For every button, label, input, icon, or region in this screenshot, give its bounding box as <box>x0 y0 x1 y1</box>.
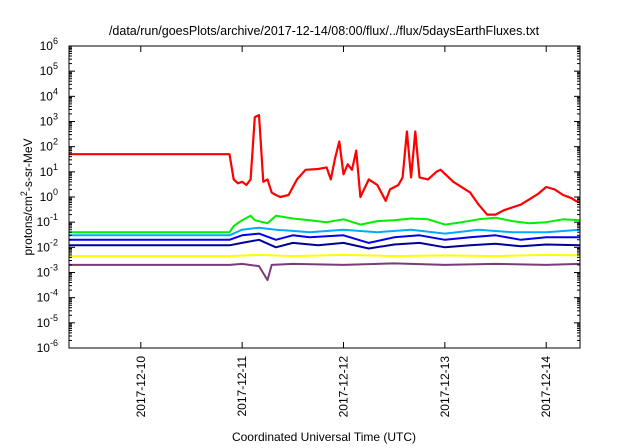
y-tick-exponent: 6 <box>53 36 58 46</box>
x-axis: 2017-12-10 2017-12-11 2017-12-12 2017-12-13… <box>134 46 553 417</box>
y-tick-exponent: 5 <box>53 61 58 71</box>
y-tick-exponent: -2 <box>50 237 58 247</box>
y-tick-base: 10 <box>40 89 54 103</box>
y-tick-label: 10-1 <box>37 212 58 229</box>
y-tick-label: 100 <box>40 187 58 204</box>
x-tick-label: 2017-12-12 <box>337 356 351 418</box>
y-tick-base: 10 <box>37 316 51 330</box>
series-line-3 <box>69 232 580 244</box>
y-tick-base: 10 <box>37 266 51 280</box>
x-tick-label: 2017-12-13 <box>438 356 452 418</box>
y-axis-label-main: protons/cm <box>21 196 35 255</box>
y-tick-label: 103 <box>40 112 58 129</box>
y-tick-label: 10-5 <box>37 313 58 330</box>
y-tick-label: 106 <box>40 36 58 53</box>
x-tick-label: 2017-12-10 <box>134 356 148 418</box>
y-tick-exponent: -3 <box>50 263 58 273</box>
y-tick-exponent: -4 <box>50 288 58 298</box>
y-tick-base: 10 <box>37 291 51 305</box>
y-tick-base: 10 <box>37 215 51 229</box>
series-line-1 <box>69 214 581 234</box>
y-axis: 10-610-510-410-310-210-11001011021031041… <box>37 36 580 355</box>
series-line-4 <box>69 238 581 250</box>
y-tick-exponent: -6 <box>50 338 58 348</box>
y-axis-label-rest: -s-sr-MeV <box>21 138 35 191</box>
series-line-0 <box>69 114 581 216</box>
y-tick-exponent: 4 <box>53 86 58 96</box>
y-tick-base: 10 <box>37 240 51 254</box>
chart-title: /data/run/goesPlots/archive/2017-12-14/0… <box>109 24 540 38</box>
series-line-6 <box>69 262 581 282</box>
x-tick-label: 2017-12-14 <box>539 356 553 418</box>
x-tick-label: 2017-12-11 <box>235 356 249 417</box>
y-tick-base: 10 <box>40 165 54 179</box>
y-tick-base: 10 <box>37 341 51 355</box>
series-line-2 <box>69 226 581 237</box>
y-axis-label-sup: 2 <box>19 191 29 196</box>
y-tick-label: 101 <box>40 162 58 179</box>
y-tick-exponent: -5 <box>50 313 58 323</box>
y-tick-base: 10 <box>40 140 54 154</box>
y-tick-exponent: 0 <box>53 187 58 197</box>
y-tick-label: 105 <box>40 61 58 78</box>
y-tick-label: 104 <box>40 86 58 103</box>
y-tick-label: 10-4 <box>37 288 58 305</box>
y-tick-label: 10-6 <box>37 338 58 355</box>
y-tick-label: 10-3 <box>37 263 58 280</box>
y-tick-base: 10 <box>40 115 54 129</box>
y-tick-exponent: 2 <box>53 137 58 147</box>
y-tick-base: 10 <box>40 64 54 78</box>
y-axis-label: protons/cm2-s-sr-MeV <box>19 138 35 255</box>
y-tick-exponent: 3 <box>53 112 58 122</box>
plot-frame <box>68 45 581 349</box>
y-tick-base: 10 <box>40 39 54 53</box>
y-tick-exponent: 1 <box>53 162 58 172</box>
y-tick-base: 10 <box>40 190 54 204</box>
y-tick-exponent: -1 <box>50 212 58 222</box>
x-axis-label: Coordinated Universal Time (UTC) <box>232 430 416 444</box>
series-line-5 <box>69 253 581 258</box>
y-tick-label: 102 <box>40 137 58 154</box>
series-layer <box>69 114 581 282</box>
y-tick-label: 10-2 <box>37 237 58 254</box>
